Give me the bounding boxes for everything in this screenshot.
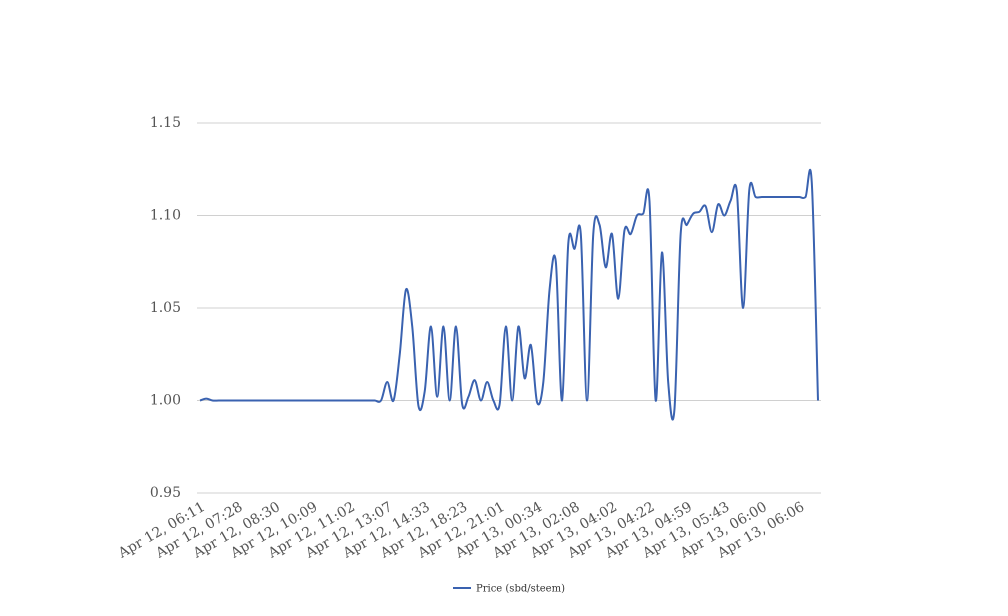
y-tick-label: 1.15 xyxy=(150,115,181,131)
y-tick-label: 0.95 xyxy=(150,485,181,501)
y-tick-label: 1.10 xyxy=(150,208,181,224)
legend-label: Price (sbd/steem) xyxy=(476,584,565,595)
price-line xyxy=(199,168,819,421)
y-tick-label: 1.05 xyxy=(150,300,181,316)
y-tick-label: 1.00 xyxy=(150,393,181,409)
